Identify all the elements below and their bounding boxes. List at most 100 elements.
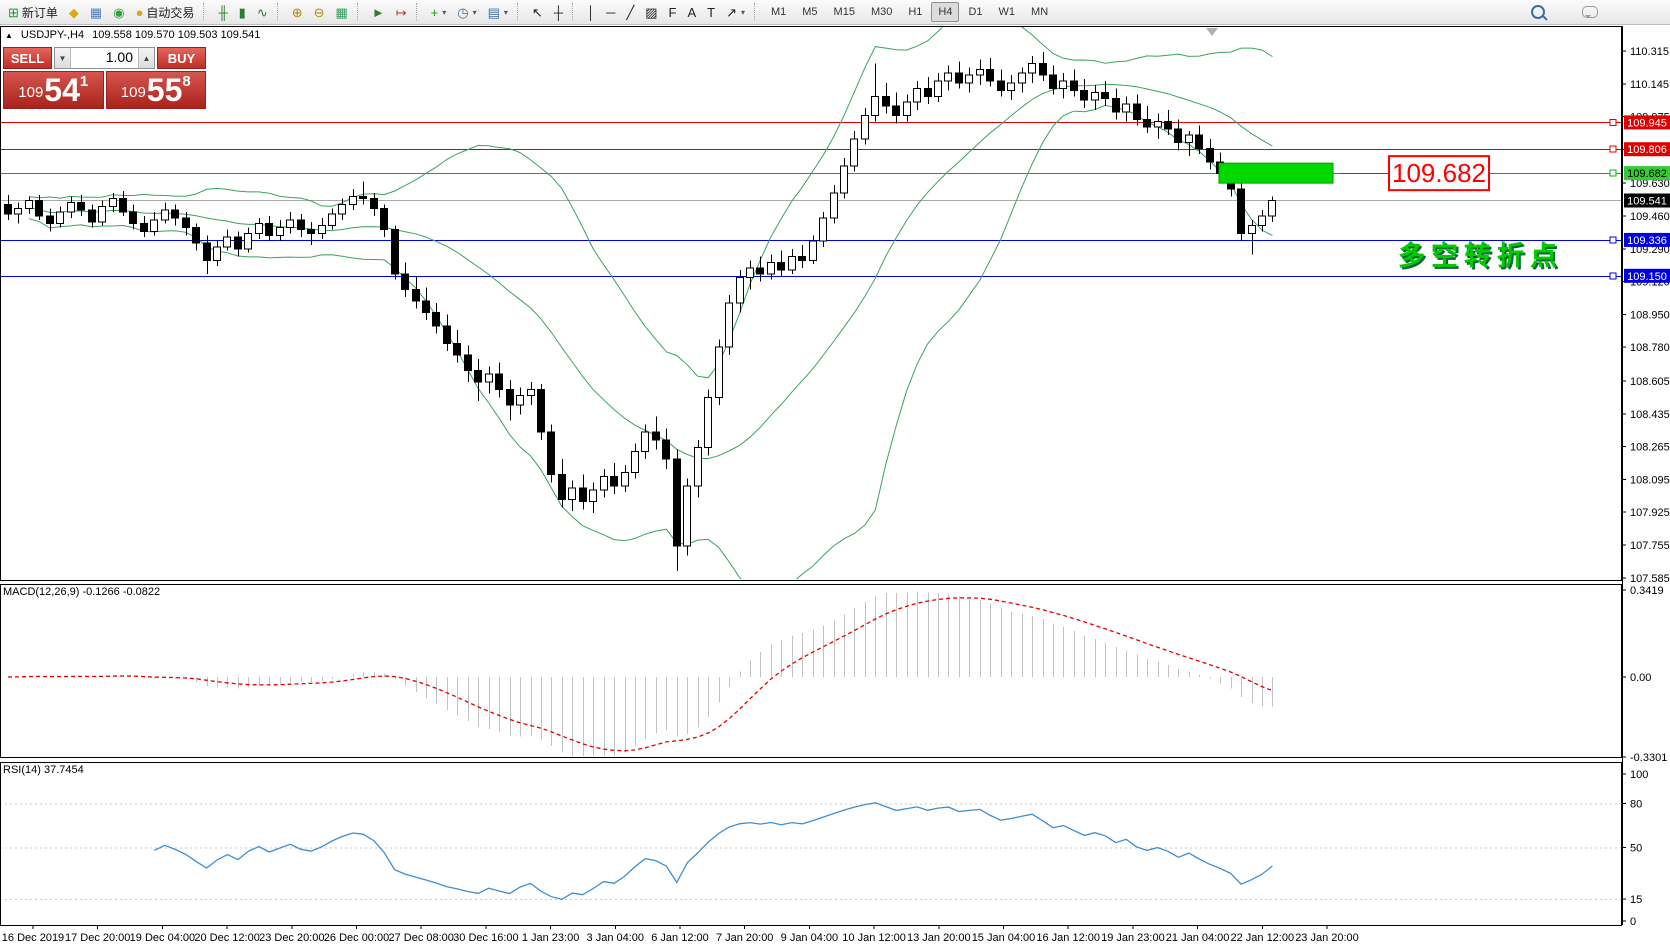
horizontal-line-button[interactable]: ─ <box>601 1 620 24</box>
axis-price-label <box>1624 166 1670 181</box>
cn-note-shadow: 多空转折点 <box>1400 242 1565 273</box>
zoom-out-icon: ⊖ <box>313 4 325 20</box>
toolbar-separator <box>356 3 362 21</box>
signals-button[interactable]: ◉ <box>108 1 129 24</box>
fibonacci-button[interactable]: F <box>663 1 681 24</box>
crosshair-button[interactable]: ┼ <box>549 1 568 24</box>
tile-windows-icon: ▦ <box>335 4 348 20</box>
svg-text:13 Jan 20:00: 13 Jan 20:00 <box>907 932 971 944</box>
autotrading-button-label: 自动交易 <box>146 5 195 20</box>
svg-text:110.315: 110.315 <box>1630 46 1669 58</box>
cursor-button[interactable]: ↖ <box>527 1 548 24</box>
cn-note-text[interactable]: 多空转折点 <box>1398 240 1563 271</box>
timeframe-m5[interactable]: M5 <box>802 6 818 18</box>
sell-button[interactable]: SELL <box>3 47 52 69</box>
one-click-expander-icon[interactable]: ▲ <box>5 30 13 40</box>
search-button[interactable] <box>1526 1 1550 24</box>
buy-button[interactable]: BUY <box>157 47 206 69</box>
line-endpoint-marker[interactable] <box>1609 145 1617 153</box>
chart-shift-button[interactable]: ↦ <box>391 1 412 24</box>
profiles-button[interactable]: ◆ <box>64 1 84 24</box>
timeframe-m1[interactable]: M1 <box>770 6 787 18</box>
text-label-button[interactable]: T <box>702 1 720 24</box>
timeframe-m30[interactable]: M30 <box>870 6 893 18</box>
bar-chart-button[interactable]: ╫ <box>213 1 232 24</box>
indicators-button[interactable]: + ▾ <box>426 1 452 24</box>
chart-symbol-title: USDJPY-,H4 <box>20 29 85 41</box>
bollinger-upper-band[interactable] <box>28 4 1273 379</box>
rsi-line[interactable] <box>154 802 1273 900</box>
volume-increase-button[interactable]: ▲ <box>138 48 154 68</box>
zoom-out-button[interactable]: ⊖ <box>309 1 330 24</box>
main-panel[interactable] <box>0 26 1622 581</box>
rsi-panel[interactable] <box>0 762 1622 926</box>
svg-text:50: 50 <box>1630 843 1642 855</box>
line-endpoint-marker[interactable] <box>1609 169 1617 177</box>
svg-text:108.435: 108.435 <box>1630 409 1670 421</box>
buy-price-pipette: 8 <box>182 73 191 90</box>
chevron-down-icon: ▾ <box>472 7 477 17</box>
arrows-button[interactable]: ↗ ▾ <box>721 1 750 24</box>
timeframe-mn[interactable]: MN <box>1031 6 1049 18</box>
macd-signal-line[interactable] <box>7 597 1273 752</box>
svg-text:19 Jan 23:00: 19 Jan 23:00 <box>1101 932 1165 944</box>
zoom-in-icon: ⊕ <box>291 4 303 20</box>
svg-text:109.541: 109.541 <box>1627 196 1667 208</box>
indicators-icon: + <box>430 4 439 20</box>
price-callout-box[interactable] <box>1388 155 1490 192</box>
autotrading-button[interactable]: ● 自动交易 <box>131 1 200 24</box>
cursor-icon: ↖ <box>531 4 543 20</box>
svg-text:20 Dec 12:00: 20 Dec 12:00 <box>194 932 259 944</box>
axis-price-label <box>1624 268 1670 283</box>
chart-shift-marker[interactable] <box>1206 28 1218 36</box>
chart-shift-icon: ↦ <box>395 4 407 20</box>
line-endpoint-marker[interactable] <box>1609 236 1617 244</box>
rsi-label: RSI(14) 37.7454 <box>3 764 84 776</box>
sell-price-panel[interactable]: 109 54 1 <box>3 71 104 109</box>
svg-text:1 Jan 23:00: 1 Jan 23:00 <box>522 932 580 944</box>
templates-button[interactable]: ▤ ▾ <box>483 1 513 24</box>
line-endpoint-marker[interactable] <box>1609 272 1617 280</box>
macd-layer <box>7 591 1274 756</box>
volume-decrease-button[interactable]: ▼ <box>55 48 71 68</box>
timeframe-h1[interactable]: H1 <box>908 6 923 18</box>
price-axis: 110.315110.145109.975109.805109.630109.4… <box>1622 46 1670 585</box>
chat-icon <box>1582 6 1598 18</box>
timeframe-h4[interactable]: H4 <box>931 2 960 22</box>
vertical-line-button[interactable]: │ <box>582 1 600 24</box>
timeframe-w1[interactable]: W1 <box>998 6 1016 18</box>
auto-scroll-icon: ► <box>371 4 385 20</box>
svg-text:110.145: 110.145 <box>1630 79 1669 91</box>
bollinger-lower-band[interactable] <box>28 104 1273 594</box>
auto-scroll-button[interactable]: ► <box>367 1 390 24</box>
line-endpoint-marker[interactable] <box>1609 118 1617 126</box>
timeframe-d1[interactable]: D1 <box>968 6 983 18</box>
rsi-layer <box>1 802 1621 900</box>
svg-text:19 Dec 04:00: 19 Dec 04:00 <box>130 932 195 944</box>
market-watch-icon: ▦ <box>89 4 103 20</box>
svg-text:7 Jan 20:00: 7 Jan 20:00 <box>716 932 774 944</box>
zoom-in-button[interactable]: ⊕ <box>287 1 308 24</box>
chat-button[interactable] <box>1577 1 1603 24</box>
text-button[interactable]: A <box>682 1 701 24</box>
timeframe-m15[interactable]: M15 <box>833 6 855 18</box>
new-order-button[interactable]: ⊞ 新订单 <box>3 1 63 24</box>
text-label-icon: T <box>707 4 716 20</box>
periods-button[interactable]: ◷ ▾ <box>452 1 481 24</box>
volume-input[interactable]: 1.00 <box>105 49 133 65</box>
buy-price-panel[interactable]: 109 55 8 <box>105 71 206 109</box>
trendline-button[interactable]: ╱ <box>621 1 639 24</box>
channel-button[interactable]: ▨ <box>640 1 662 24</box>
green-box-annotation[interactable] <box>1218 162 1334 184</box>
macd-panel[interactable] <box>0 584 1622 758</box>
market-watch-button[interactable]: ▦ <box>85 1 107 24</box>
candlestick-button[interactable]: ▮ <box>234 1 251 24</box>
line-chart-button[interactable]: ∿ <box>252 1 273 24</box>
candlestick-icon: ▮ <box>238 4 246 20</box>
svg-text:22 Jan 12:00: 22 Jan 12:00 <box>1230 932 1294 944</box>
svg-text:6 Jan 12:00: 6 Jan 12:00 <box>651 932 709 944</box>
tile-windows-button[interactable]: ▦ <box>331 1 353 24</box>
svg-text:15: 15 <box>1630 894 1642 906</box>
